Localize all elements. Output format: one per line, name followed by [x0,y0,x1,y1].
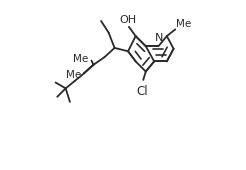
Text: Me: Me [176,19,191,29]
Text: Me: Me [66,70,81,80]
Text: Cl: Cl [137,85,148,98]
Text: Me: Me [73,54,88,64]
Text: OH: OH [119,15,136,25]
Text: N: N [155,33,163,43]
